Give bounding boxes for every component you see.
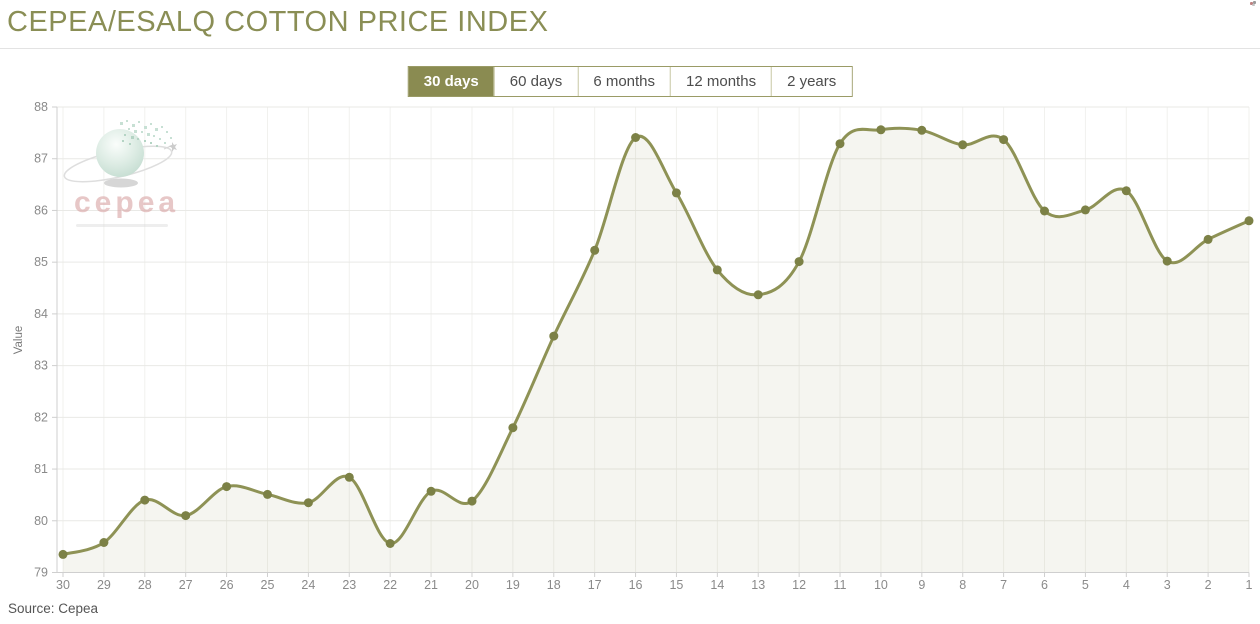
data-point-day-27[interactable] (181, 511, 191, 521)
data-point-day-16[interactable] (631, 133, 641, 142)
page-title: CEPEA/ESALQ COTTON PRICE INDEX (7, 6, 549, 38)
y-tick-label: 88 (34, 100, 48, 114)
y-tick-label: 86 (34, 203, 48, 217)
data-point-day-15[interactable] (671, 188, 681, 198)
x-tick-label: 26 (220, 578, 234, 592)
data-point-day-6[interactable] (1040, 206, 1049, 216)
header-divider (0, 48, 1260, 49)
x-tick-label: 21 (424, 578, 438, 592)
chart-axes (52, 106, 1250, 577)
data-point-day-30[interactable] (58, 549, 68, 559)
data-point-day-5[interactable] (1080, 205, 1090, 215)
y-axis-title: Value (13, 326, 25, 355)
tab-30-days[interactable]: 30 days (408, 67, 494, 96)
source-label: Source: Cepea (8, 601, 99, 616)
data-point-day-9[interactable] (917, 125, 927, 135)
data-point-day-25[interactable] (263, 489, 272, 499)
data-point-day-3[interactable] (1162, 256, 1172, 266)
data-point-day-21[interactable] (426, 486, 436, 496)
chart-data-markers (58, 125, 1254, 559)
data-point-day-23[interactable] (344, 472, 354, 482)
data-point-day-19[interactable] (508, 423, 518, 433)
x-tick-label: 24 (301, 578, 315, 592)
x-tick-label: 19 (506, 578, 520, 592)
chart-axis-labels: 30 29 28 27 26 25 24 23 22 21 20 19 18 17 16 15 14 13 12 11… (13, 100, 1253, 592)
x-tick-label: 17 (588, 578, 602, 592)
x-tick-label: 13 (751, 578, 765, 592)
range-tabs: 30 days 60 days 6 months 12 months 2 years (407, 66, 853, 97)
data-point-day-17[interactable] (590, 245, 600, 255)
y-tick-label: 87 (34, 152, 48, 166)
x-tick-label: 22 (383, 578, 397, 592)
x-tick-label: 4 (1123, 578, 1130, 592)
x-tick-label: 1 (1246, 578, 1253, 592)
data-point-day-1[interactable] (1244, 216, 1254, 226)
x-tick-label: 30 (56, 578, 70, 592)
data-point-day-20[interactable] (467, 496, 477, 506)
x-tick-label: 8 (959, 578, 966, 592)
y-tick-label: 85 (34, 255, 48, 269)
data-point-day-22[interactable] (385, 539, 395, 548)
y-tick-label: 80 (34, 514, 48, 528)
x-tick-label: 25 (261, 578, 275, 592)
x-tick-label: 6 (1041, 578, 1048, 592)
data-point-day-18[interactable] (549, 331, 559, 341)
tab-2-years[interactable]: 2 years (771, 67, 852, 96)
data-point-day-12[interactable] (794, 257, 804, 267)
x-tick-label: 12 (792, 578, 806, 592)
tab-6-months[interactable]: 6 months (577, 67, 671, 96)
data-point-day-11[interactable] (835, 139, 845, 149)
y-tick-label: 82 (34, 410, 48, 424)
y-tick-label: 84 (34, 307, 48, 321)
tab-12-months[interactable]: 12 months (670, 67, 772, 96)
corner-artifact (1250, 1, 1258, 8)
x-tick-label: 10 (874, 578, 888, 592)
x-tick-label: 9 (918, 578, 925, 592)
y-tick-label: 79 (34, 566, 48, 580)
data-point-day-10[interactable] (876, 125, 886, 135)
data-point-day-26[interactable] (222, 482, 232, 492)
data-point-day-29[interactable] (99, 538, 109, 547)
data-point-day-8[interactable] (958, 140, 968, 150)
x-tick-label: 3 (1164, 578, 1171, 592)
data-point-day-13[interactable] (753, 290, 763, 300)
chart-area-fill (63, 128, 1249, 573)
x-tick-label: 29 (97, 578, 111, 592)
x-tick-label: 2 (1205, 578, 1212, 592)
data-point-day-2[interactable] (1203, 234, 1213, 244)
x-tick-label: 18 (547, 578, 561, 592)
x-tick-label: 14 (710, 578, 724, 592)
data-point-day-7[interactable] (999, 135, 1009, 145)
y-tick-label: 83 (34, 359, 48, 373)
x-tick-label: 15 (669, 578, 683, 592)
x-tick-label: 7 (1000, 578, 1007, 592)
x-tick-label: 27 (179, 578, 193, 592)
x-tick-label: 16 (629, 578, 643, 592)
x-tick-label: 11 (834, 578, 847, 592)
y-tick-label: 81 (34, 462, 48, 476)
tab-60-days[interactable]: 60 days (493, 67, 578, 96)
x-tick-label: 5 (1082, 578, 1089, 592)
data-point-day-14[interactable] (712, 265, 722, 275)
data-point-day-28[interactable] (140, 495, 150, 505)
x-tick-label: 23 (342, 578, 356, 592)
x-tick-label: 28 (138, 578, 152, 592)
x-tick-label: 20 (465, 578, 479, 592)
data-point-day-4[interactable] (1121, 186, 1131, 196)
data-point-day-24[interactable] (303, 498, 313, 508)
